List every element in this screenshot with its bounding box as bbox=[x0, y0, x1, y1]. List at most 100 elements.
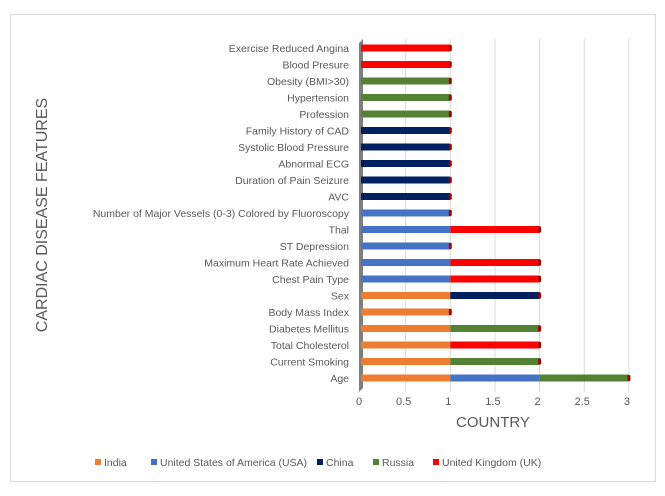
legend-item: United Kingdom (UK) bbox=[433, 457, 541, 469]
bar-segment bbox=[361, 127, 451, 134]
bar-segment bbox=[450, 374, 540, 382]
bar-segment bbox=[361, 242, 451, 250]
legend-label: India bbox=[104, 457, 127, 469]
bar-segment bbox=[450, 259, 540, 266]
bar-end-cap bbox=[448, 94, 452, 101]
bar-segment bbox=[361, 110, 451, 118]
chart-frame: Exercise Reduced Angina Blood Presure Obes… bbox=[10, 14, 656, 482]
category-labels: Exercise Reduced Angina Blood Presure Obes… bbox=[93, 43, 350, 385]
category-label: Family History of CAD bbox=[246, 126, 350, 138]
bar-segment bbox=[361, 325, 451, 332]
bar-segment bbox=[361, 61, 451, 68]
bar-segment bbox=[450, 341, 540, 349]
category-label: Current Smoking bbox=[270, 357, 349, 369]
x-tick-label: 1.5 bbox=[485, 396, 500, 408]
bar-end-cap bbox=[448, 127, 452, 134]
bar-segment bbox=[361, 176, 451, 184]
bar-segment bbox=[361, 341, 451, 349]
bar-end-cap bbox=[627, 375, 631, 381]
legend-swatch bbox=[317, 459, 323, 465]
bar-end-cap bbox=[448, 111, 452, 117]
bar-end-cap bbox=[448, 309, 452, 315]
bar-segment bbox=[450, 226, 540, 233]
category-label: Number of Major Vessels (0-3) Colored by… bbox=[93, 208, 350, 220]
legend-swatch bbox=[433, 459, 439, 465]
x-tick-label: 2 bbox=[535, 396, 541, 408]
bar-end-cap bbox=[538, 292, 542, 299]
legend-swatch bbox=[151, 459, 157, 465]
bar-segment bbox=[361, 193, 451, 200]
bar-segment bbox=[361, 160, 451, 167]
x-tick-label: 0.5 bbox=[396, 396, 411, 408]
legend-item: United States of America (USA) bbox=[151, 457, 307, 469]
bar-segment bbox=[539, 374, 629, 382]
bar-segment bbox=[361, 226, 451, 233]
category-label: Sex bbox=[331, 291, 350, 303]
bar-end-cap bbox=[538, 358, 542, 365]
x-tick-label: 3 bbox=[624, 396, 630, 408]
category-label: Chest Pain Type bbox=[272, 274, 349, 286]
legend: India United States of America (USA) China… bbox=[95, 457, 541, 469]
category-label: Duration of Pain Seizure bbox=[235, 175, 349, 187]
category-label: Diabetes Mellitus bbox=[269, 324, 349, 336]
bars bbox=[361, 44, 631, 382]
category-label: Maximum Heart Rate Achieved bbox=[204, 258, 349, 270]
legend-label: China bbox=[326, 457, 354, 469]
bar-end-cap bbox=[448, 193, 452, 200]
x-axis-title: COUNTRY bbox=[456, 414, 530, 431]
bar-segment bbox=[361, 44, 451, 52]
bar-end-cap bbox=[448, 45, 452, 51]
category-label: Systolic Blood Pressure bbox=[238, 142, 349, 154]
category-label: Profession bbox=[299, 109, 349, 121]
bar-end-cap bbox=[538, 226, 542, 233]
bar-end-cap bbox=[448, 78, 452, 84]
legend-swatch bbox=[95, 459, 101, 465]
category-label: Blood Presure bbox=[282, 60, 349, 72]
bar-segment bbox=[361, 374, 451, 382]
category-label: AVC bbox=[328, 192, 349, 204]
bar-end-cap bbox=[448, 210, 452, 216]
bar-segment bbox=[450, 292, 540, 299]
category-label: Body Mass Index bbox=[268, 307, 349, 319]
legend-label: United Kingdom (UK) bbox=[442, 457, 541, 469]
bar-end-cap bbox=[538, 325, 542, 332]
stacked-bar-chart: Exercise Reduced Angina Blood Presure Obes… bbox=[34, 39, 631, 469]
bar-end-cap bbox=[448, 177, 452, 183]
bar-segment bbox=[361, 143, 451, 151]
bar-end-cap bbox=[448, 160, 452, 167]
bar-segment bbox=[361, 209, 451, 217]
bar-segment bbox=[361, 259, 451, 266]
category-label: Hypertension bbox=[287, 93, 349, 105]
bar-end-cap bbox=[538, 276, 542, 282]
bar-end-cap bbox=[538, 342, 542, 348]
legend-item: China bbox=[317, 457, 354, 469]
legend-item: India bbox=[95, 457, 127, 469]
category-label: Obesity (BMI>30) bbox=[267, 76, 349, 88]
bar-segment bbox=[361, 94, 451, 101]
bar-segment bbox=[361, 308, 451, 316]
bar-segment bbox=[361, 275, 451, 283]
category-label: ST Depression bbox=[280, 241, 349, 253]
bar-segment bbox=[361, 77, 451, 85]
x-tick-label: 1 bbox=[445, 396, 451, 408]
legend-label: United States of America (USA) bbox=[160, 457, 307, 469]
bar-end-cap bbox=[538, 259, 542, 266]
bar-segment bbox=[450, 358, 540, 365]
legend-item: Russia bbox=[373, 457, 414, 469]
category-label: Thal bbox=[329, 225, 349, 237]
bar-segment bbox=[450, 325, 540, 332]
x-tick-label: 2.5 bbox=[575, 396, 590, 408]
bar-segment bbox=[361, 358, 451, 365]
legend-swatch bbox=[373, 459, 379, 465]
bar-end-cap bbox=[448, 144, 452, 150]
y-axis-title: CARDIAC DISEASE FEATURES bbox=[34, 98, 51, 332]
category-label: Exercise Reduced Angina bbox=[229, 43, 349, 55]
category-label: Age bbox=[330, 373, 349, 385]
bar-segment bbox=[361, 292, 451, 299]
x-tick-label: 0 bbox=[356, 396, 362, 408]
bar-end-cap bbox=[448, 61, 452, 68]
bar-segment bbox=[450, 275, 540, 283]
bar-end-cap bbox=[448, 243, 452, 249]
legend-label: Russia bbox=[382, 457, 414, 469]
category-label: Abnormal ECG bbox=[278, 159, 349, 171]
